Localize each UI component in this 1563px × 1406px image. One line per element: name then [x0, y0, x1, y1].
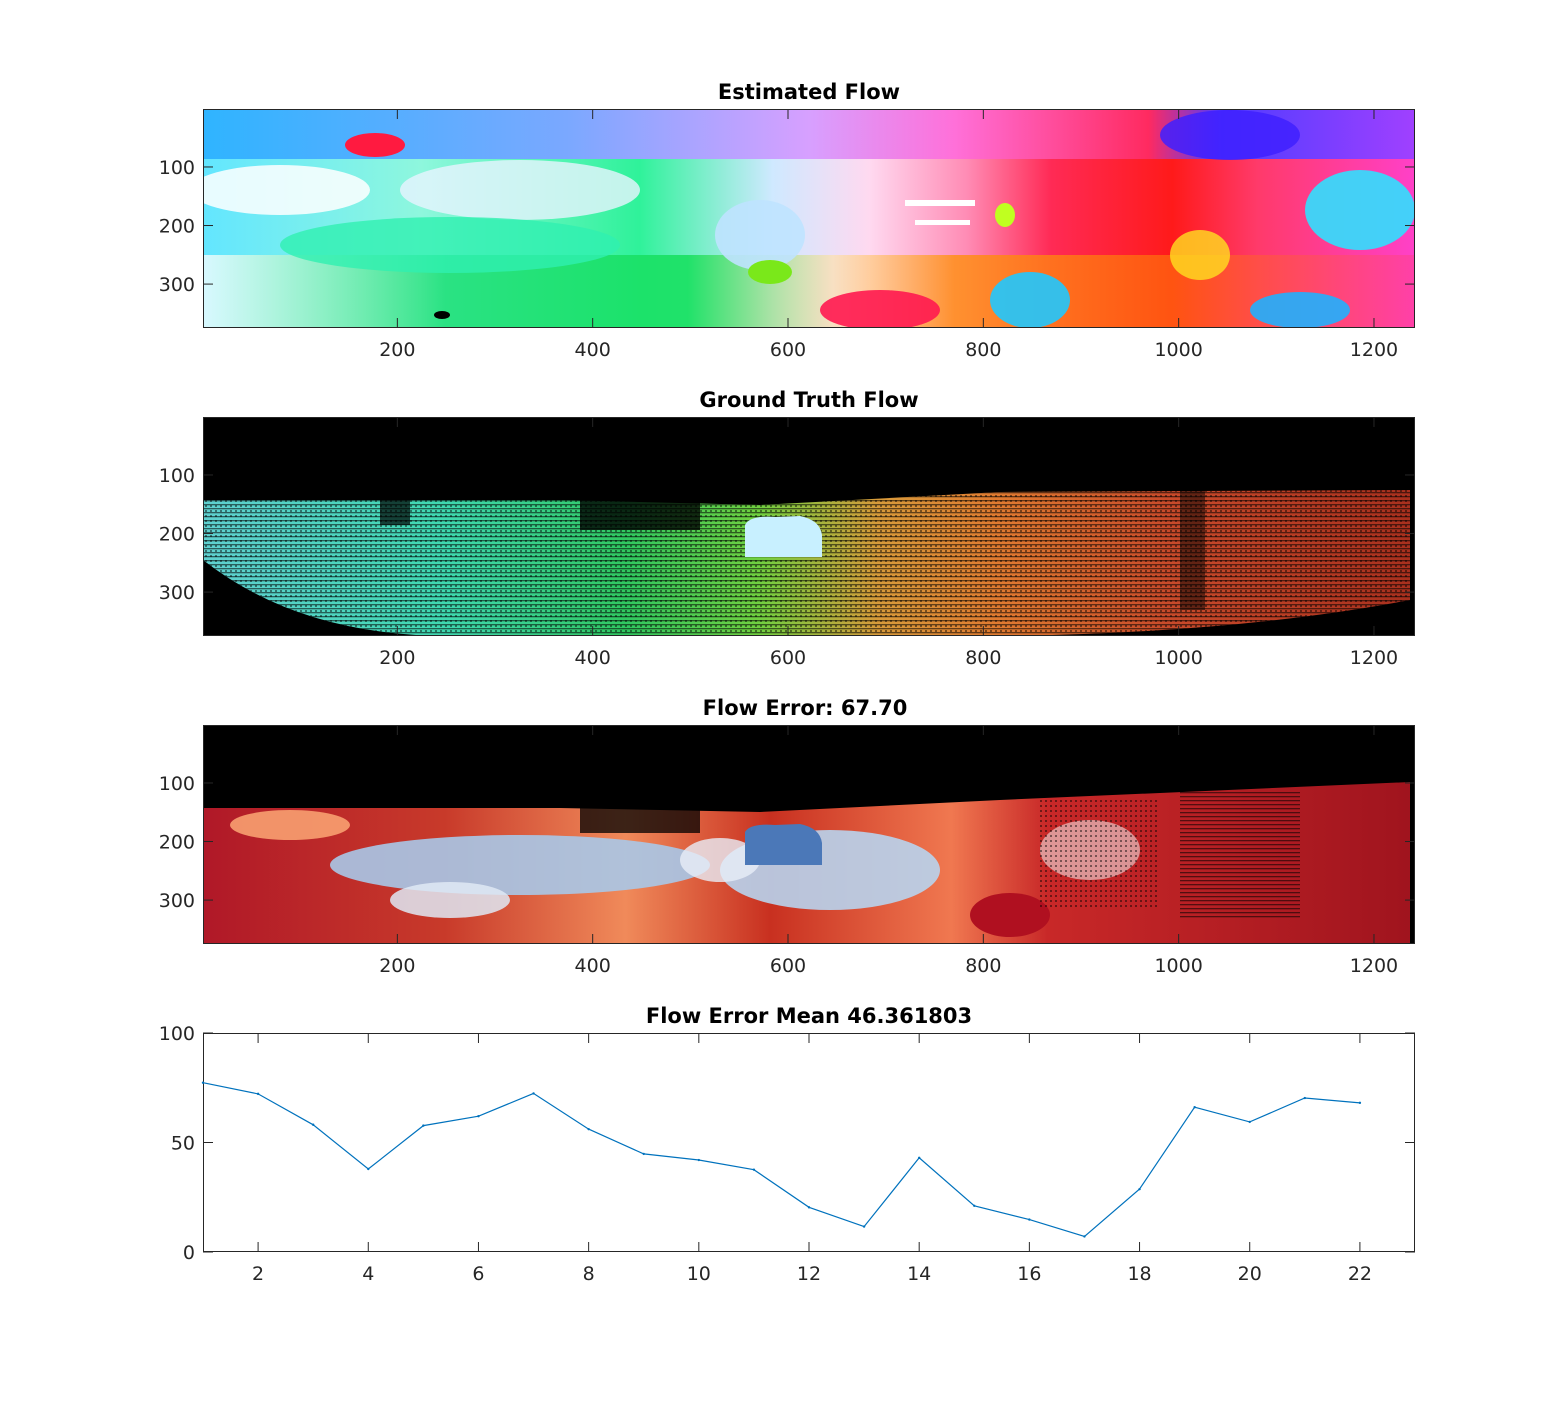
x-tick-label: 400 — [575, 339, 611, 361]
data-point — [1303, 1096, 1307, 1100]
x-tick-label: 16 — [1017, 1263, 1041, 1285]
x-ticks-flow-error: 200 400 600 800 1000 1200 — [379, 725, 1398, 977]
x-tick-label: 10 — [687, 1263, 711, 1285]
data-point — [807, 1206, 811, 1209]
x-tick-label: 800 — [965, 339, 1001, 361]
panel-flow-error-mean: Flow Error Mean 46.361803 2 4 6 8 10 12 14 16 18… — [159, 1004, 1415, 1285]
series-line — [202, 1082, 1360, 1238]
data-point — [1138, 1187, 1141, 1191]
x-tick-label: 1000 — [1154, 955, 1202, 977]
x-tick-label: 22 — [1348, 1263, 1372, 1285]
data-point — [1193, 1106, 1196, 1109]
y-tick-label: 100 — [159, 465, 195, 487]
ground-truth-flow-image — [203, 417, 1415, 636]
y-tick-label: 0 — [183, 1242, 195, 1264]
y-tick-label: 100 — [159, 1023, 195, 1045]
x-tick-label: 12 — [797, 1263, 821, 1285]
y-ticks-flow-error: 100 200 300 — [159, 773, 1415, 912]
y-tick-label: 50 — [171, 1133, 195, 1155]
x-tick-label: 800 — [965, 647, 1001, 669]
y-tick-label: 200 — [159, 216, 195, 238]
data-point — [477, 1115, 480, 1118]
x-tick-label: 600 — [770, 339, 806, 361]
panel-title-flow-error: Flow Error: 67.70 — [703, 696, 908, 720]
data-point — [642, 1152, 645, 1156]
x-tick-label: 200 — [379, 955, 415, 977]
panel-estimated-flow: Estimated Flow 200 400 600 800 1000 1200 100 2… — [159, 80, 1415, 361]
data-point — [973, 1204, 976, 1207]
panel-flow-error: Flow Error: 67.70 200 400 600 800 1000 1200 1… — [159, 696, 1415, 977]
y-tick-label: 200 — [159, 832, 195, 854]
x-tick-label: 1000 — [1154, 339, 1202, 361]
y-tick-label: 100 — [159, 157, 195, 179]
x-tick-label: 400 — [575, 647, 611, 669]
data-point — [256, 1092, 260, 1096]
x-tick-label: 600 — [770, 647, 806, 669]
data-point — [1028, 1218, 1031, 1221]
data-point — [917, 1156, 921, 1160]
x-tick-label: 6 — [472, 1263, 484, 1285]
axes-frame-flow-error — [203, 725, 1415, 944]
axes-frame-ground-truth-flow — [203, 417, 1415, 636]
x-ticks-ground-truth-flow: 200 400 600 800 1000 1200 — [379, 417, 1398, 669]
data-point — [1248, 1120, 1251, 1124]
data-point — [1358, 1101, 1362, 1105]
estimated-flow-image — [203, 109, 1415, 328]
data-point — [752, 1168, 756, 1171]
panel-title-estimated-flow: Estimated Flow — [718, 80, 900, 104]
line-plot — [201, 1081, 1362, 1238]
x-tick-label: 20 — [1238, 1263, 1262, 1285]
data-point — [422, 1124, 425, 1127]
data-point — [367, 1167, 370, 1171]
x-tick-label: 200 — [379, 339, 415, 361]
x-tick-label: 1200 — [1350, 339, 1398, 361]
x-tick-label: 4 — [362, 1263, 374, 1285]
y-ticks-ground-truth-flow: 100 200 300 — [159, 465, 1415, 604]
y-tick-label: 300 — [159, 890, 195, 912]
axes-frame-estimated-flow — [203, 109, 1415, 328]
x-tick-label: 2 — [252, 1263, 264, 1285]
data-point — [1083, 1235, 1086, 1238]
data-point — [201, 1081, 205, 1084]
x-tick-label: 18 — [1127, 1263, 1151, 1285]
line-y-ticks: 0 50 100 — [159, 1023, 1415, 1264]
x-ticks-estimated-flow: 200 400 600 800 1000 1200 — [379, 109, 1398, 361]
data-point — [532, 1092, 535, 1095]
data-point — [862, 1225, 866, 1228]
x-tick-label: 1200 — [1350, 647, 1398, 669]
x-tick-label: 600 — [770, 955, 806, 977]
y-tick-label: 300 — [159, 274, 195, 296]
y-tick-label: 200 — [159, 524, 195, 546]
y-tick-label: 300 — [159, 582, 195, 604]
panel-title-flow-error-mean: Flow Error Mean 46.361803 — [646, 1004, 972, 1028]
panel-ground-truth-flow: Ground Truth Flow 200 400 600 800 1000 1200 1… — [159, 388, 1415, 669]
x-tick-label: 8 — [583, 1263, 595, 1285]
flow-error-image — [203, 725, 1415, 944]
data-point — [587, 1127, 590, 1131]
x-tick-label: 1200 — [1350, 955, 1398, 977]
data-point — [311, 1123, 315, 1126]
y-ticks-estimated-flow: 100 200 300 — [159, 157, 1415, 296]
panel-title-ground-truth-flow: Ground Truth Flow — [699, 388, 918, 412]
x-tick-label: 400 — [575, 955, 611, 977]
axes-frame-flow-error-mean — [203, 1033, 1415, 1252]
y-tick-label: 100 — [159, 773, 195, 795]
x-tick-label: 800 — [965, 955, 1001, 977]
x-tick-label: 200 — [379, 647, 415, 669]
data-point — [697, 1158, 701, 1162]
line-x-ticks: 2 4 6 8 10 12 14 16 18 20 22 — [252, 1033, 1372, 1285]
x-tick-label: 14 — [907, 1263, 931, 1285]
x-tick-label: 1000 — [1154, 647, 1202, 669]
